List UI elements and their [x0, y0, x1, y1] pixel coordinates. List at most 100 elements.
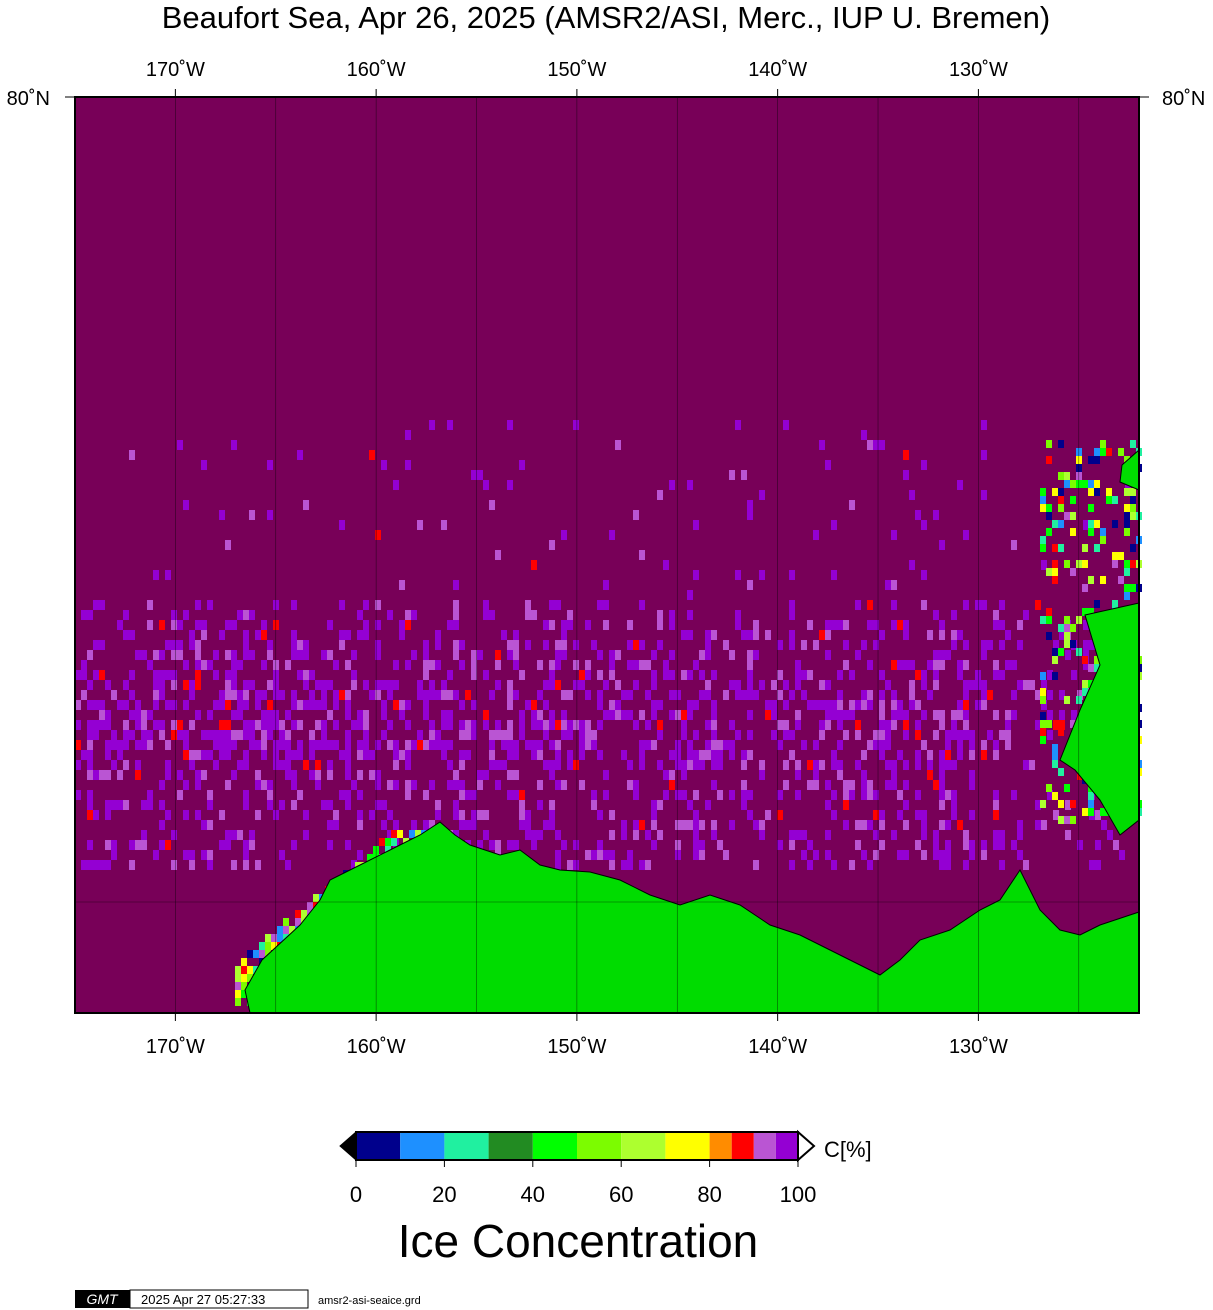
ice-cell	[225, 700, 231, 710]
ice-cell	[999, 830, 1005, 840]
ice-cell	[897, 750, 903, 760]
ice-cell	[573, 680, 579, 690]
ice-cell	[879, 840, 885, 850]
ice-cell	[723, 690, 729, 700]
ice-cell	[495, 840, 501, 850]
ice-cell	[415, 830, 421, 838]
ice-cell	[669, 610, 675, 620]
ice-cell	[597, 810, 603, 820]
ice-cell	[111, 740, 117, 750]
ice-cell	[651, 680, 657, 690]
ice-cell	[93, 720, 99, 730]
ice-cell	[675, 790, 681, 800]
ice-cell	[267, 720, 273, 730]
ice-cell	[1035, 690, 1041, 700]
ice-cell	[585, 660, 591, 670]
ice-cell	[279, 720, 285, 730]
ice-cell	[195, 750, 201, 760]
ice-cell	[489, 500, 495, 510]
ice-cell	[265, 934, 271, 942]
ice-cell	[561, 730, 567, 740]
ice-cell	[393, 750, 399, 760]
ice-cell	[921, 830, 927, 840]
ice-cell	[1029, 760, 1035, 770]
ice-cell	[327, 620, 333, 630]
ice-cell	[891, 770, 897, 780]
ice-cell	[333, 820, 339, 830]
ice-cell	[1011, 660, 1017, 670]
ice-cell	[681, 820, 687, 830]
ice-cell	[459, 640, 465, 650]
ice-cell	[1053, 720, 1059, 730]
ice-cell	[177, 650, 183, 660]
ice-cell	[831, 520, 837, 530]
ice-cell	[279, 690, 285, 700]
ice-cell	[597, 850, 603, 860]
ice-cell	[297, 650, 303, 660]
ice-cell	[813, 530, 819, 540]
ice-cell	[387, 780, 393, 790]
ice-cell	[915, 730, 921, 740]
ice-cell	[597, 700, 603, 710]
ice-cell	[933, 710, 939, 720]
ice-cell	[333, 810, 339, 820]
ice-cell	[855, 650, 861, 660]
ice-cell	[567, 730, 573, 740]
ice-cell	[81, 610, 87, 620]
ice-cell	[1082, 560, 1088, 568]
ice-cell	[423, 740, 429, 750]
ice-cell	[993, 830, 999, 840]
ice-cell	[549, 710, 555, 720]
ice-cell	[1088, 456, 1094, 464]
ice-cell	[231, 680, 237, 690]
ice-cell	[399, 620, 405, 630]
ice-cell	[1077, 690, 1083, 700]
ice-cell	[543, 730, 549, 740]
ice-cell	[987, 690, 993, 700]
ice-cell	[447, 690, 453, 700]
ice-cell	[891, 690, 897, 700]
ice-cell	[519, 670, 525, 680]
ice-cell	[385, 846, 391, 854]
ice-cell	[945, 850, 951, 860]
ice-cell	[237, 830, 243, 840]
ice-cell	[105, 750, 111, 760]
ice-cell	[753, 860, 759, 870]
ice-cell	[513, 770, 519, 780]
ice-cell	[171, 680, 177, 690]
ice-cell	[699, 850, 705, 860]
ice-cell	[669, 670, 675, 680]
ice-cell	[927, 690, 933, 700]
ice-cell	[177, 730, 183, 740]
ice-cell	[747, 750, 753, 760]
ice-cell	[87, 730, 93, 740]
ice-cell	[1058, 768, 1064, 776]
ice-cell	[1040, 496, 1046, 504]
ice-cell	[951, 760, 957, 770]
ice-cell	[567, 620, 573, 630]
ice-cell	[777, 670, 783, 680]
ice-cell	[675, 820, 681, 830]
ice-cell	[747, 500, 753, 510]
ice-cell	[963, 700, 969, 710]
ice-cell	[993, 810, 999, 820]
ice-cell	[213, 650, 219, 660]
ice-cell	[363, 710, 369, 720]
ice-cell	[489, 690, 495, 700]
ice-cell	[87, 770, 93, 780]
ice-cell	[741, 630, 747, 640]
ice-cell	[483, 670, 489, 680]
ice-cell	[1082, 608, 1088, 616]
ice-cell	[231, 670, 237, 680]
ice-cell	[687, 820, 693, 830]
ice-cell	[369, 690, 375, 700]
colorbar-segment	[621, 1132, 666, 1160]
ice-cell	[111, 760, 117, 770]
ice-cell	[315, 740, 321, 750]
ice-cell	[1124, 568, 1130, 576]
ice-cell	[909, 700, 915, 710]
ice-cell	[159, 690, 165, 700]
ice-cell	[597, 600, 603, 610]
ice-cell	[951, 810, 957, 820]
ice-cell	[387, 690, 393, 700]
